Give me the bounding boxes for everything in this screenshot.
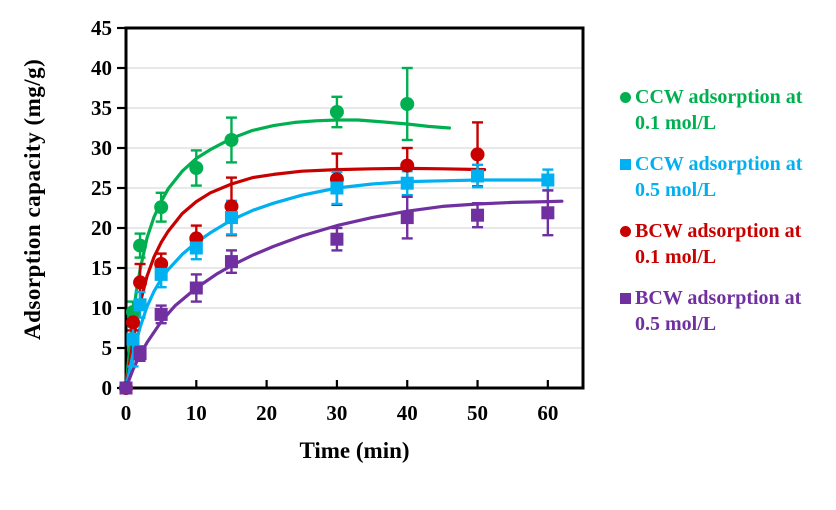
fit-curve-1 (124, 166, 487, 390)
y-tick-label: 15 (91, 256, 112, 280)
data-point-marker (154, 257, 169, 271)
legend-circle-marker-icon (620, 226, 631, 237)
y-tick-label: 30 (91, 136, 112, 160)
data-point-marker (154, 307, 168, 321)
data-point-marker (224, 255, 238, 269)
legend-label-line: BCW adsorption at (635, 220, 802, 242)
data-point-marker (133, 238, 148, 253)
data-point-marker (189, 281, 203, 295)
data-point-marker (400, 97, 415, 111)
legend-label-line: 0.1 mol/L (635, 112, 717, 134)
y-tick-label: 0 (102, 376, 113, 400)
data-point-marker (400, 158, 415, 173)
data-point-marker (133, 298, 147, 312)
x-tick-label: 30 (326, 401, 347, 425)
y-tick-label: 10 (91, 296, 112, 320)
legend-label: CCW adsorption at 0.1 mol/L (635, 84, 802, 136)
x-tick-label: 0 (121, 401, 132, 425)
legend-item-bcw-adsorption-at-0-1-mol-l: BCW adsorption at 0.1 mol/L (620, 218, 802, 270)
data-point-marker (330, 181, 344, 195)
legend: CCW adsorption at 0.1 mol/L CCW adsorption… (620, 84, 802, 352)
x-tick-label: 60 (537, 401, 558, 425)
data-point-marker (330, 232, 344, 246)
legend-label-line: CCW adsorption at (635, 86, 803, 108)
y-tick-label: 25 (91, 176, 112, 200)
legend-label-line: 0.1 mol/L (635, 246, 717, 268)
data-point-marker (400, 211, 414, 225)
data-point-marker (224, 199, 239, 214)
y-tick-label: 45 (91, 16, 112, 40)
data-point-marker (541, 173, 555, 187)
data-point-marker (329, 105, 344, 119)
data-point-marker (189, 161, 204, 175)
data-point-marker (471, 169, 485, 183)
fit-curve-3 (124, 199, 564, 390)
legend-label-line: CCW adsorption at (635, 153, 803, 175)
data-point-marker (224, 211, 238, 225)
x-tick-label: 40 (397, 401, 418, 425)
legend-label-line: 0.5 mol/L (635, 179, 717, 201)
legend-item-bcw-adsorption-at-0-5-mol-l: BCW adsorption at 0.5 mol/L (620, 285, 802, 337)
legend-square-marker-icon (620, 159, 631, 170)
x-tick-label: 50 (467, 401, 488, 425)
data-point-marker (471, 208, 485, 222)
legend-label: CCW adsorption at 0.5 mol/L (635, 151, 802, 203)
legend-label: BCW adsorption at 0.1 mol/L (635, 218, 801, 270)
data-point-marker (224, 133, 239, 147)
data-point-marker (154, 267, 168, 281)
plot-frame (124, 26, 585, 390)
y-tick-label: 5 (102, 336, 113, 360)
data-point-marker (470, 147, 485, 162)
legend-label-line: BCW adsorption at (635, 287, 802, 309)
y-tick-label: 40 (91, 56, 112, 80)
fit-curve-2 (124, 178, 550, 390)
data-point-marker (126, 315, 141, 330)
x-tick-label: 10 (186, 401, 207, 425)
legend-item-ccw-adsorption-at-0-5-mol-l: CCW adsorption at 0.5 mol/L (620, 151, 802, 203)
y-axis-title: Adsorption capacity (mg/g) (20, 58, 45, 340)
data-point-marker (133, 275, 148, 290)
data-point-marker (126, 332, 140, 346)
x-axis-title: Time (min) (299, 438, 410, 463)
data-point-marker (154, 200, 169, 215)
y-tick-label: 35 (91, 96, 112, 120)
x-tick-label: 20 (256, 401, 277, 425)
data-point-marker (541, 206, 555, 220)
legend-square-marker-icon (620, 293, 631, 304)
y-tick-label: 20 (91, 216, 112, 240)
legend-label: BCW adsorption at 0.5 mol/L (635, 285, 801, 337)
data-point-marker (119, 381, 133, 395)
data-point-marker (400, 176, 414, 190)
data-point-marker (133, 347, 147, 361)
legend-item-ccw-adsorption-at-0-1-mol-l: CCW adsorption at 0.1 mol/L (620, 84, 802, 136)
data-point-marker (189, 241, 203, 255)
legend-circle-marker-icon (620, 92, 631, 103)
legend-label-line: 0.5 mol/L (635, 313, 717, 335)
